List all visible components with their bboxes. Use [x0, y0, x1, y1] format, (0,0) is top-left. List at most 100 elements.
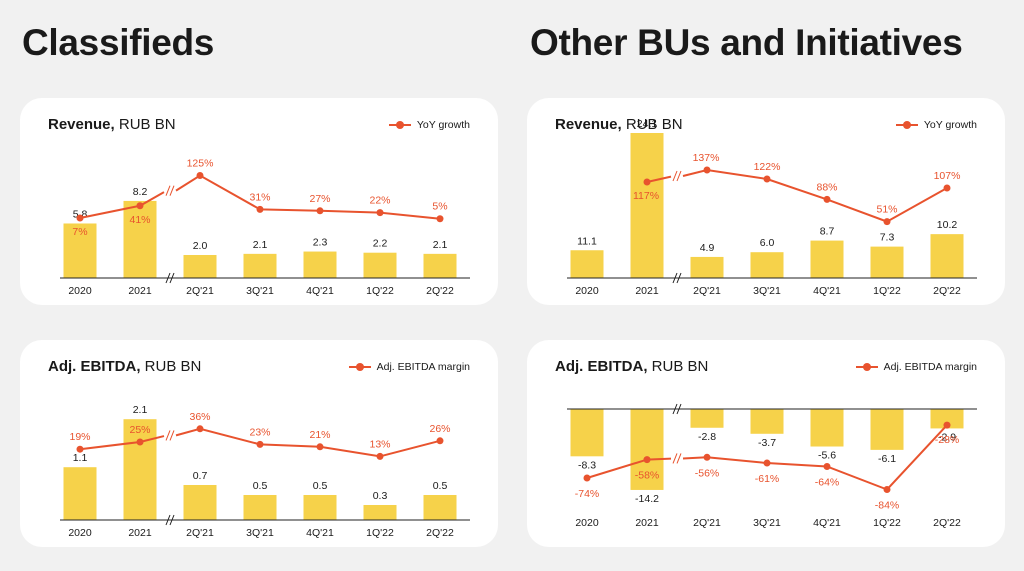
bar-value-label: 2.2 [373, 238, 388, 250]
bar-value-label: 2.1 [253, 239, 268, 251]
line-value-label: 88% [816, 181, 837, 193]
bar-value-label: 10.2 [937, 219, 958, 231]
line-value-label: 41% [129, 214, 150, 226]
line-break-mark [165, 430, 175, 441]
bar [930, 409, 964, 429]
bar-value-label: -5.6 [818, 450, 836, 462]
line-value-label: 31% [249, 191, 270, 203]
x-tick-label: 3Q'21 [753, 285, 781, 297]
line-value-label: 27% [309, 193, 330, 205]
chart-svg-other-ebitda: -8.3 -14.2 -2.8 -3.7 -5.6 -6.1 -2.9 2020 2021 2Q'… [567, 403, 977, 529]
line-value-label: 26% [429, 423, 450, 435]
x-tick-label: 4Q'21 [813, 285, 841, 297]
bar [363, 505, 397, 520]
x-tick-label: 4Q'21 [813, 517, 841, 529]
x-tick-label: 2020 [575, 517, 599, 529]
bar [570, 250, 604, 278]
bar [690, 256, 724, 278]
chart-card-other-ebitda: -8.3 -14.2 -2.8 -3.7 -5.6 -6.1 -2.9 2020 2021 2Q'… [527, 340, 1005, 547]
bar [810, 240, 844, 278]
line-point [643, 456, 651, 464]
chart-title: Adj. EBITDA, RUB BN [48, 358, 201, 375]
line-value-label: -61% [755, 473, 780, 485]
line-point [316, 207, 324, 215]
line-point [376, 209, 384, 217]
line-break-mark [672, 170, 682, 182]
line-point [703, 166, 711, 174]
x-tick-label: 4Q'21 [306, 285, 334, 297]
bar [870, 409, 904, 450]
bar [63, 223, 97, 278]
bar [303, 251, 337, 278]
chart-card-other-revenue: 11.1 24.1 4.9 6.0 8.7 7.3 10.2 2020 2021 2Q'21 3Q'… [527, 98, 1005, 305]
line-point [883, 218, 891, 226]
chart-card-classifieds-ebitda: 1.1 2.1 0.7 0.5 0.5 0.3 0.5 2020 2021 2Q'21 3Q'21 4… [20, 340, 498, 547]
x-tick-label: 2Q'21 [186, 527, 214, 539]
line-point [136, 438, 144, 446]
axis-break-mark [672, 403, 682, 415]
line-point [823, 463, 831, 470]
line-break-mark [672, 453, 682, 464]
bar-value-label: 0.7 [193, 470, 208, 482]
line-value-label: 13% [369, 438, 390, 450]
line-point [316, 443, 324, 451]
line-value-label: 19% [69, 431, 90, 443]
chart-title-unit: RUB BN [144, 358, 202, 375]
chart-title-metric: Revenue, [48, 116, 115, 133]
bar [183, 485, 217, 520]
chart-legend: YoY growth [388, 119, 470, 131]
line-point [376, 452, 384, 460]
chart-title-metric: Revenue, [555, 116, 622, 133]
line-value-label: 51% [876, 204, 897, 216]
x-tick-label: 2021 [635, 517, 659, 529]
x-tick-label: 1Q'22 [873, 285, 901, 297]
bar-value-label: 0.3 [373, 490, 388, 502]
line-point [883, 486, 891, 493]
legend-line-marker [348, 363, 371, 371]
line-point [823, 195, 831, 203]
x-tick-label: 2Q'21 [186, 285, 214, 297]
bar [690, 409, 724, 428]
chart-legend: Adj. EBITDA margin [348, 361, 470, 373]
bar [243, 253, 277, 278]
x-tick-label: 3Q'21 [753, 517, 781, 529]
bar-value-label: 0.5 [253, 480, 268, 492]
line-value-label: 107% [934, 170, 961, 182]
bar-value-label: -14.2 [635, 493, 659, 505]
axis-break-mark [672, 272, 682, 284]
x-tick-label: 2021 [635, 285, 659, 297]
line-point [583, 474, 591, 482]
axis-break-mark [165, 514, 175, 526]
line-point [436, 437, 444, 445]
line-point [76, 445, 84, 453]
x-tick-label: 2021 [128, 527, 152, 539]
legend-label: YoY growth [923, 119, 977, 131]
line-point [763, 459, 771, 467]
x-tick-label: 2020 [68, 527, 92, 539]
chart-title-unit: RUB BN [625, 116, 683, 133]
bar-value-label: 8.7 [820, 226, 835, 238]
chart-title-metric: Adj. EBITDA, [555, 358, 648, 375]
bar [63, 467, 97, 520]
x-tick-label: 2Q'21 [693, 285, 721, 297]
line-point [943, 184, 951, 192]
bar-value-label: -8.3 [578, 459, 596, 471]
bar [630, 409, 664, 490]
x-tick-label: 2021 [128, 285, 152, 297]
bar [123, 200, 157, 278]
line-value-label: -84% [875, 500, 900, 512]
bar [423, 253, 457, 278]
bar [930, 234, 964, 278]
section-title-classifieds: Classifieds [22, 22, 215, 63]
bar-value-label: 2.1 [133, 404, 148, 416]
x-tick-label: 2Q'22 [933, 517, 961, 529]
bar-value-label: 4.9 [700, 242, 715, 254]
bar [423, 495, 457, 520]
chart-legend: YoY growth [895, 119, 977, 131]
bar-value-label: 7.3 [880, 232, 895, 244]
x-tick-label: 2020 [575, 285, 599, 297]
bar-value-label: 2.1 [433, 239, 448, 251]
bar [303, 495, 337, 520]
line-value-label: -28% [935, 434, 960, 446]
line-point [256, 205, 264, 213]
